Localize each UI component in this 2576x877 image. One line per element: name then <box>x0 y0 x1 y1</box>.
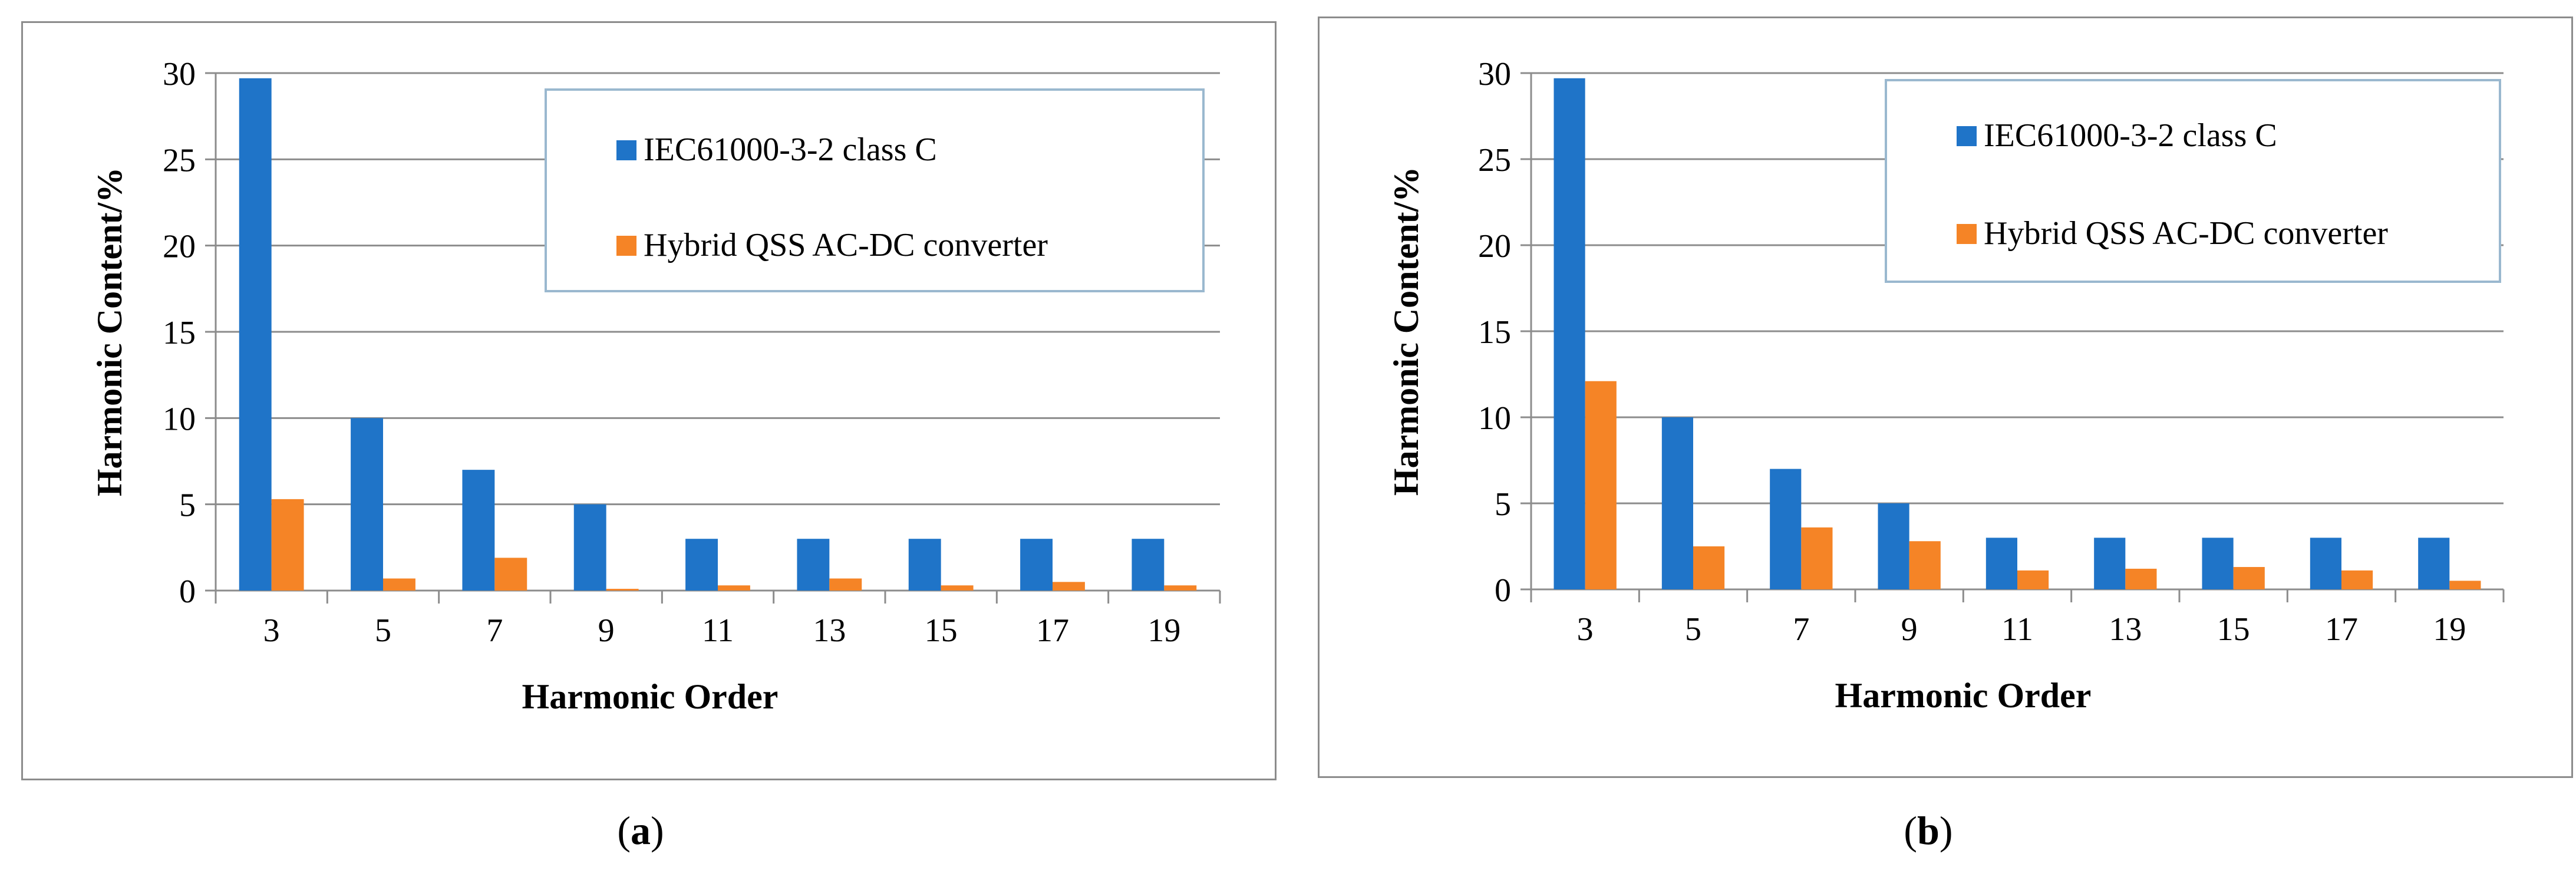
bar-hybrid-19 <box>1164 585 1197 591</box>
x-tick-label: 13 <box>2109 611 2142 648</box>
bar-hybrid-13 <box>829 578 862 591</box>
bar-hybrid-19 <box>2449 581 2481 589</box>
x-tick-label: 15 <box>925 612 958 649</box>
bar-hybrid-15 <box>2233 567 2265 589</box>
y-tick-label: 20 <box>163 229 196 265</box>
x-tick-label: 19 <box>2433 611 2466 648</box>
bar-iec-13 <box>2094 538 2126 589</box>
x-tick-label: 13 <box>813 612 846 649</box>
x-tick-label: 5 <box>375 612 391 649</box>
legend-swatch-hybrid <box>616 236 636 256</box>
y-tick-label: 30 <box>1478 56 1511 93</box>
legend-swatch-iec <box>616 140 636 160</box>
bar-hybrid-3 <box>1585 381 1617 589</box>
caption-b-close: ) <box>1939 808 1953 853</box>
x-tick-label: 17 <box>2325 611 2358 648</box>
bar-iec-15 <box>908 539 941 591</box>
y-tick-label: 15 <box>1478 314 1511 351</box>
x-axis-title: Harmonic Order <box>1835 676 2092 715</box>
bar-hybrid-11 <box>2017 570 2049 589</box>
y-tick-label: 5 <box>1495 486 1511 523</box>
bar-hybrid-17 <box>1053 582 1085 591</box>
bar-hybrid-5 <box>1693 546 1725 589</box>
bar-hybrid-9 <box>606 589 639 591</box>
y-tick-label: 0 <box>1495 572 1511 609</box>
legend-swatch-iec <box>1957 126 1977 146</box>
legend-box <box>545 88 1205 292</box>
legend-label-hybrid: Hybrid QSS AC-DC converter <box>644 227 1048 263</box>
bar-iec-19 <box>1132 539 1165 591</box>
caption-a-open: ( <box>617 808 631 853</box>
legend-label-iec: IEC61000-3-2 class C <box>1984 117 2277 154</box>
bar-hybrid-15 <box>941 585 974 591</box>
x-tick-label: 3 <box>1577 611 1594 648</box>
y-tick-label: 25 <box>1478 142 1511 179</box>
bar-hybrid-13 <box>2125 568 2157 589</box>
caption-a-close: ) <box>651 808 664 853</box>
x-tick-label: 15 <box>2217 611 2250 648</box>
bar-hybrid-11 <box>718 585 750 591</box>
x-tick-label: 9 <box>598 612 615 649</box>
x-tick-label: 11 <box>702 612 734 649</box>
caption-b-open: ( <box>1904 808 1918 853</box>
y-tick-label: 10 <box>163 401 196 437</box>
bar-iec-5 <box>1661 417 1693 589</box>
bar-hybrid-9 <box>1909 541 1941 589</box>
x-tick-label: 17 <box>1036 612 1069 649</box>
bar-hybrid-3 <box>271 499 304 591</box>
caption-b-letter: b <box>1917 808 1940 853</box>
bar-iec-7 <box>462 470 495 591</box>
x-axis-title: Harmonic Order <box>522 677 779 716</box>
bar-iec-11 <box>1985 538 2017 589</box>
bar-iec-9 <box>573 504 606 591</box>
x-tick-label: 5 <box>1685 611 1701 648</box>
y-tick-label: 30 <box>163 56 196 93</box>
bar-iec-17 <box>1020 539 1053 591</box>
caption-a: (a) <box>582 807 700 854</box>
chart-panel-a: 0 5 10 15 20 25 30 3 5 7 9 11 13 15 17 19 Harmonic Order… <box>21 21 1277 780</box>
bar-iec-5 <box>351 418 383 591</box>
x-tick-label: 19 <box>1147 612 1180 649</box>
x-tick-label: 7 <box>1793 611 1809 648</box>
bar-iec-7 <box>1770 469 1802 589</box>
bar-hybrid-17 <box>2341 570 2373 589</box>
bar-iec-15 <box>2202 538 2234 589</box>
bar-iec-9 <box>1878 503 1909 589</box>
bar-hybrid-7 <box>1801 527 1833 589</box>
y-tick-label: 20 <box>1478 228 1511 265</box>
bar-iec-3 <box>1553 78 1585 589</box>
y-axis-title: Harmonic Content/% <box>90 167 129 496</box>
y-tick-label: 15 <box>163 315 196 351</box>
caption-a-letter: a <box>631 808 651 853</box>
chart-panel-b: 0 5 10 15 20 25 30 3 5 7 9 11 13 15 17 19 Harmonic Order… <box>1318 17 2573 778</box>
y-tick-label: 5 <box>179 487 196 524</box>
x-tick-label: 9 <box>1901 611 1918 648</box>
x-tick-label: 3 <box>263 612 280 649</box>
bar-iec-17 <box>2310 538 2341 589</box>
x-tick-label: 7 <box>486 612 503 649</box>
bar-iec-3 <box>239 78 272 591</box>
y-tick-label: 0 <box>179 573 196 610</box>
x-tick-label: 11 <box>2001 611 2033 648</box>
bar-hybrid-5 <box>383 578 415 591</box>
y-tick-label: 25 <box>163 142 196 179</box>
y-tick-label: 10 <box>1478 400 1511 437</box>
bar-iec-11 <box>685 539 718 591</box>
legend-label-hybrid: Hybrid QSS AC-DC converter <box>1984 215 2388 252</box>
caption-b: (b) <box>1869 807 1987 854</box>
bar-hybrid-7 <box>494 558 527 591</box>
legend-swatch-hybrid <box>1957 224 1977 244</box>
y-axis-title: Harmonic Content/% <box>1387 167 1426 496</box>
bar-iec-13 <box>797 539 830 591</box>
legend-label-iec: IEC61000-3-2 class C <box>644 131 937 168</box>
legend-box <box>1885 79 2501 283</box>
bar-iec-19 <box>2418 538 2450 589</box>
